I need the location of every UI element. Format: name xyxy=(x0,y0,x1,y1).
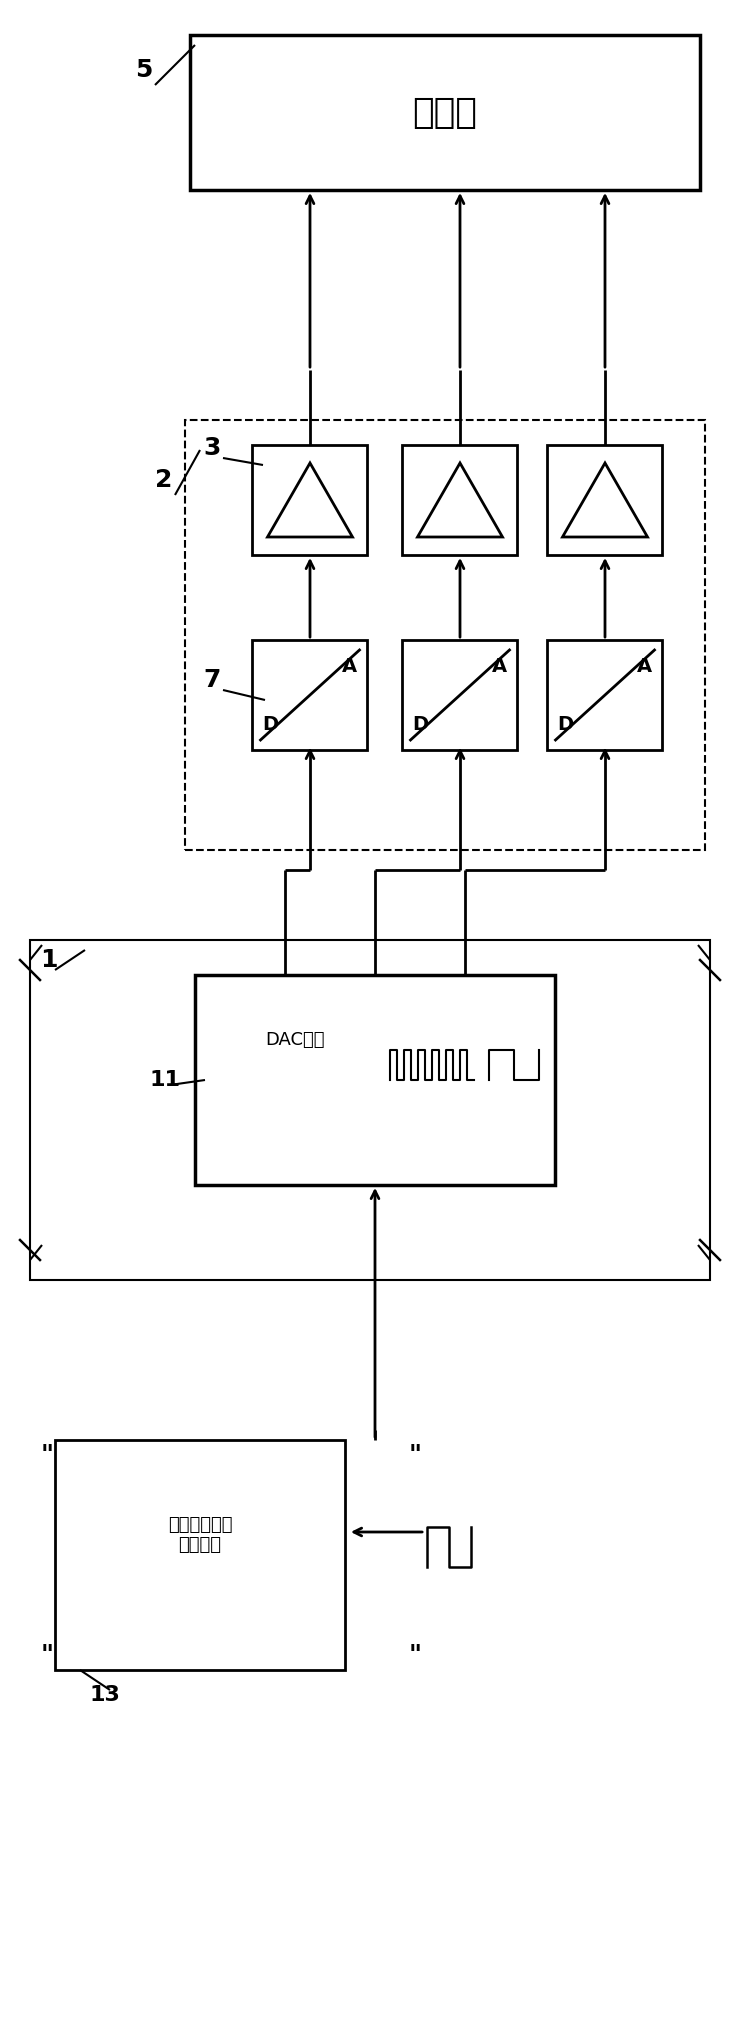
Text: 13: 13 xyxy=(90,1685,121,1705)
Text: 1: 1 xyxy=(40,948,57,973)
Bar xyxy=(185,419,705,851)
Bar xyxy=(195,975,555,1184)
Text: 2: 2 xyxy=(155,468,173,492)
Text: ": " xyxy=(40,1443,54,1467)
Text: 11: 11 xyxy=(150,1070,181,1091)
Text: 功率级: 功率级 xyxy=(412,96,478,130)
Text: 3: 3 xyxy=(203,435,220,460)
Text: A: A xyxy=(342,657,357,676)
Text: D: D xyxy=(557,714,573,733)
Bar xyxy=(548,446,662,556)
Text: 选通脉冲解码
逻辑电路: 选通脉冲解码 逻辑电路 xyxy=(168,1516,232,1555)
Bar xyxy=(548,639,662,751)
Bar xyxy=(253,446,368,556)
Text: 5: 5 xyxy=(135,59,152,81)
Text: D: D xyxy=(412,714,429,733)
Bar xyxy=(403,639,517,751)
Bar xyxy=(403,446,517,556)
Bar xyxy=(30,940,710,1280)
Text: A: A xyxy=(492,657,507,676)
Bar xyxy=(253,639,368,751)
Bar xyxy=(55,1441,345,1671)
Text: 7: 7 xyxy=(203,667,220,692)
Text: ": " xyxy=(409,1443,421,1467)
Text: ": " xyxy=(40,1642,54,1667)
Text: A: A xyxy=(637,657,652,676)
Text: DAC控制: DAC控制 xyxy=(265,1032,324,1048)
Bar xyxy=(190,35,700,189)
Text: ": " xyxy=(409,1642,421,1667)
Text: D: D xyxy=(262,714,279,733)
